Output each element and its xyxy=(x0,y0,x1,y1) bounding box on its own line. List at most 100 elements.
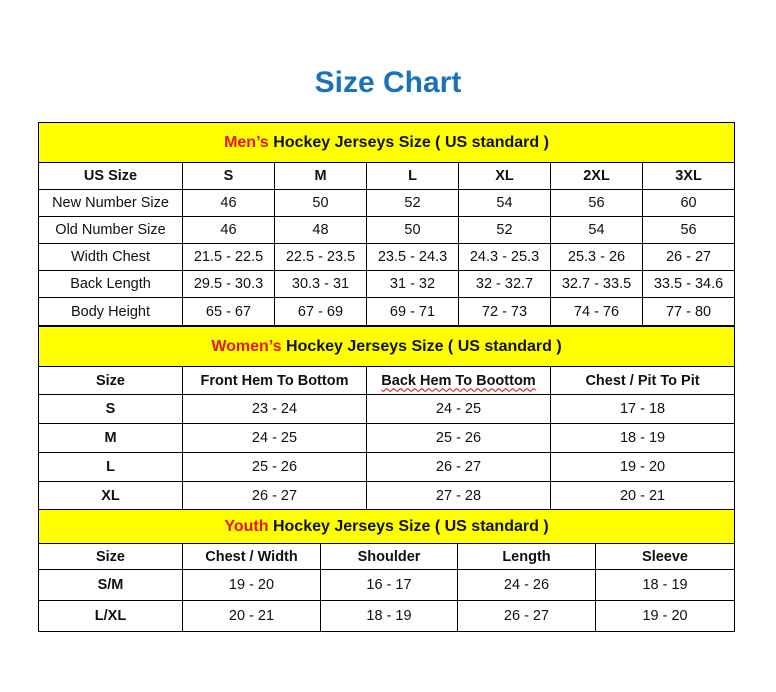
table-row: L/XL 20 - 21 18 - 19 26 - 27 19 - 20 xyxy=(38,600,736,632)
table-cell: 29.5 - 30.3 xyxy=(182,270,275,298)
table-cell: 25 - 26 xyxy=(366,423,551,453)
column-header-label: L xyxy=(408,168,417,184)
column-header-label: Size xyxy=(95,372,125,389)
table-cell: 23.5 - 24.3 xyxy=(366,243,459,271)
youth-size-table: Youth Hockey Jerseys Size ( US standard … xyxy=(37,509,736,632)
table-row: Body Height 65 - 67 67 - 69 69 - 71 72 - 73 7… xyxy=(38,297,736,326)
table-cell: 52 xyxy=(366,189,459,217)
table-cell: 33.5 - 34.6 xyxy=(641,270,736,298)
section-title: Youth Hockey Jerseys Size ( US standard … xyxy=(37,509,736,544)
column-header: Chest / Width xyxy=(182,543,321,570)
table-cell: 18 - 19 xyxy=(549,423,736,453)
section-title: Women’s Hockey Jerseys Size ( US standar… xyxy=(37,326,736,367)
mens-size-table: Men’s Hockey Jerseys Size ( US standard … xyxy=(37,122,736,326)
column-header: Front Hem To Bottom xyxy=(182,366,367,395)
column-header: Back Hem To Boottom xyxy=(366,366,551,395)
table-cell: 56 xyxy=(641,216,736,244)
table-cell: 52 xyxy=(458,216,551,244)
table-cell: 50 xyxy=(274,189,367,217)
section-highlight: Men’s xyxy=(224,133,269,151)
section-title: Men’s Hockey Jerseys Size ( US standard … xyxy=(37,122,736,163)
column-header: US Size xyxy=(38,162,183,190)
column-header-label: 3XL xyxy=(675,168,702,184)
table-cell: 56 xyxy=(550,189,643,217)
table-cell: 24 - 26 xyxy=(457,569,596,601)
column-header-label: Chest / Pit To Pit xyxy=(585,372,700,389)
table-cell: 17 - 18 xyxy=(549,394,736,424)
table-cell: 20 - 21 xyxy=(549,481,736,510)
table-cell: 65 - 67 xyxy=(182,297,275,326)
column-header-label: Length xyxy=(502,548,551,565)
column-header: Size xyxy=(38,366,183,395)
column-header: Size xyxy=(38,543,183,570)
row-label: S/M xyxy=(38,569,183,601)
column-header: M xyxy=(274,162,367,190)
table-row: M 24 - 25 25 - 26 18 - 19 xyxy=(38,423,736,453)
table-cell: 30.3 - 31 xyxy=(274,270,367,298)
table-cell: 69 - 71 xyxy=(366,297,459,326)
section-highlight: Youth xyxy=(224,517,269,535)
column-header: L xyxy=(366,162,459,190)
column-header-label: Shoulder xyxy=(357,548,421,565)
column-header-label: Size xyxy=(95,548,125,565)
table-cell: 26 - 27 xyxy=(641,243,736,271)
section-header: Men’s Hockey Jerseys Size ( US standard … xyxy=(37,122,736,163)
section-header: Youth Hockey Jerseys Size ( US standard … xyxy=(37,509,736,544)
row-label: New Number Size xyxy=(38,189,183,217)
table-cell: 54 xyxy=(550,216,643,244)
column-header: Shoulder xyxy=(320,543,458,570)
table-cell: 48 xyxy=(274,216,367,244)
column-header: Sleeve xyxy=(594,543,736,570)
table-cell: 23 - 24 xyxy=(182,394,367,424)
column-header: 2XL xyxy=(550,162,643,190)
row-label: XL xyxy=(38,481,183,510)
table-cell: 46 xyxy=(182,189,275,217)
table-cell: 18 - 19 xyxy=(594,569,736,601)
table-row: S/M 19 - 20 16 - 17 24 - 26 18 - 19 xyxy=(38,569,736,601)
row-label: S xyxy=(38,394,183,424)
section-heading: Hockey Jerseys Size ( US standard ) xyxy=(268,517,549,535)
row-label: Old Number Size xyxy=(38,216,183,244)
row-label: Width Chest xyxy=(38,243,183,271)
column-header-row: Size Chest / Width Shoulder Length Sleeve xyxy=(38,543,736,570)
column-header-row: US Size S M L XL 2XL 3XL xyxy=(38,162,736,190)
table-cell: 25 - 26 xyxy=(182,452,367,482)
column-header: Length xyxy=(457,543,596,570)
column-header-label: US Size xyxy=(83,168,138,184)
table-row: Back Length 29.5 - 30.3 30.3 - 31 31 - 32 32… xyxy=(38,270,736,298)
column-header-row: Size Front Hem To Bottom Back Hem To Boott… xyxy=(38,366,736,395)
table-cell: 27 - 28 xyxy=(366,481,551,510)
column-header-label: Back Hem To Boottom xyxy=(381,372,536,389)
column-header-label: Chest / Width xyxy=(205,548,298,565)
section-highlight: Women’s xyxy=(211,337,282,355)
table-cell: 21.5 - 22.5 xyxy=(182,243,275,271)
table-cell: 31 - 32 xyxy=(366,270,459,298)
table-cell: 24.3 - 25.3 xyxy=(458,243,551,271)
table-cell: 60 xyxy=(641,189,736,217)
table-cell: 18 - 19 xyxy=(320,600,458,632)
table-cell: 20 - 21 xyxy=(182,600,321,632)
table-cell: 22.5 - 23.5 xyxy=(274,243,367,271)
column-header-label: Front Hem To Bottom xyxy=(200,372,349,389)
table-cell: 54 xyxy=(458,189,551,217)
table-row: L 25 - 26 26 - 27 19 - 20 xyxy=(38,452,736,482)
column-header-label: XL xyxy=(495,168,514,184)
table-cell: 74 - 76 xyxy=(550,297,643,326)
table-cell: 32 - 32.7 xyxy=(458,270,551,298)
table-cell: 32.7 - 33.5 xyxy=(550,270,643,298)
table-cell: 67 - 69 xyxy=(274,297,367,326)
table-cell: 77 - 80 xyxy=(641,297,736,326)
row-label: Back Length xyxy=(38,270,183,298)
column-header: XL xyxy=(458,162,551,190)
table-cell: 24 - 25 xyxy=(366,394,551,424)
row-label: Body Height xyxy=(38,297,183,326)
table-cell: 19 - 20 xyxy=(594,600,736,632)
table-cell: 25.3 - 26 xyxy=(550,243,643,271)
table-cell: 72 - 73 xyxy=(458,297,551,326)
row-label: L/XL xyxy=(38,600,183,632)
column-header: S xyxy=(182,162,275,190)
table-cell: 16 - 17 xyxy=(320,569,458,601)
section-heading: Hockey Jerseys Size ( US standard ) xyxy=(281,337,562,355)
table-cell: 26 - 27 xyxy=(366,452,551,482)
table-cell: 19 - 20 xyxy=(549,452,736,482)
